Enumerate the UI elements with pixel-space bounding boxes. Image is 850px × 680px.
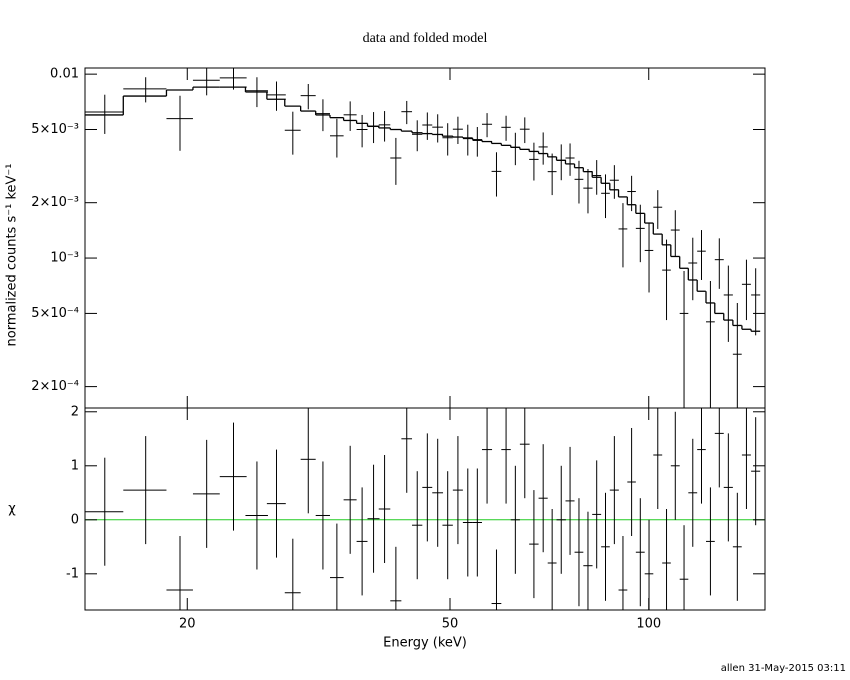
y-tick-label: 5×10⁻⁴ [31,306,79,321]
y-tick-label: 1 [71,458,79,473]
y-tick-label: 0 [71,512,79,527]
y-axis-label: normalized counts s⁻¹ keV⁻¹ [5,164,20,347]
x-tick-label: 100 [636,617,661,632]
data-panel [85,68,761,408]
y-tick-label: 10⁻³ [50,251,79,266]
y-axis-label: χ [8,502,16,517]
x-axis-label: Energy (keV) [383,636,467,651]
chart-title: data and folded model [363,31,488,46]
footer: allen 31-May-2015 03:11 [721,663,846,674]
y-tick-label: 0.01 [50,67,79,82]
y-tick-label: 2×10⁻⁴ [31,379,79,394]
y-tick-label: 5×10⁻³ [31,122,79,137]
plot-frame [84,407,766,611]
y-tick-label: 2×10⁻³ [31,195,79,210]
y-tick-label: 2 [71,404,79,419]
x-tick-label: 20 [179,617,196,632]
x-tick-label: 50 [442,617,459,632]
residual-panel [85,408,765,610]
y-tick-label: -1 [66,566,79,581]
